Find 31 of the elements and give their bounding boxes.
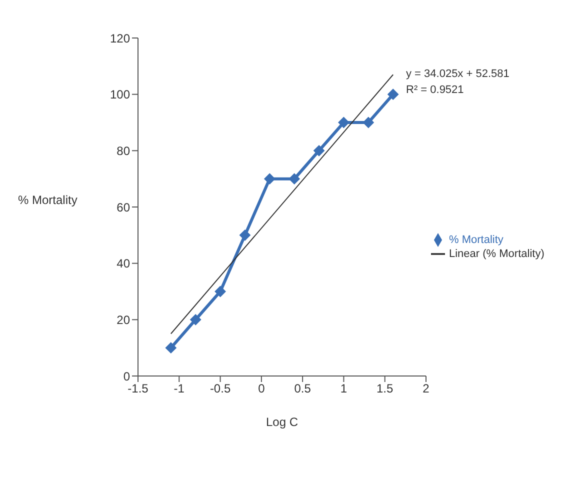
y-tick-label: 60 bbox=[116, 200, 130, 214]
x-tick-label: -0.5 bbox=[210, 382, 231, 396]
point bbox=[214, 286, 226, 297]
annotation: R² = 0.9521 bbox=[406, 83, 465, 98]
y-tick-label: 0 bbox=[123, 369, 130, 384]
legend-label: Linear (% Mortality) bbox=[449, 248, 544, 260]
point bbox=[388, 88, 399, 100]
y-tick-label: 120 bbox=[110, 31, 130, 46]
point bbox=[362, 117, 374, 128]
point bbox=[314, 145, 325, 156]
x-tick-label: 0.5 bbox=[294, 382, 312, 396]
point bbox=[239, 230, 250, 241]
x-tick-label: 1.5 bbox=[376, 382, 394, 396]
point bbox=[264, 173, 276, 184]
point bbox=[165, 342, 176, 354]
x-tick-label: -1 bbox=[174, 382, 185, 396]
legend-label: % Mortality bbox=[449, 234, 504, 246]
y-tick-label: 100 bbox=[110, 88, 130, 102]
y-axis-title: % Mortality bbox=[18, 193, 78, 208]
point bbox=[190, 314, 202, 326]
y-tick-label: 80 bbox=[116, 144, 130, 158]
x-tick-label: 2 bbox=[422, 382, 430, 396]
x-tick-label: 0 bbox=[258, 382, 266, 396]
point bbox=[338, 117, 350, 128]
y-tick-label: 40 bbox=[116, 256, 130, 271]
annotation: y = 34.025x + 52.581 bbox=[406, 67, 510, 82]
x-tick-label: 1 bbox=[340, 382, 348, 396]
x-tick-label: -1.5 bbox=[128, 382, 149, 396]
y-tick-label: 20 bbox=[116, 312, 130, 327]
x-axis-title: Log C bbox=[266, 415, 298, 429]
point bbox=[288, 173, 300, 184]
